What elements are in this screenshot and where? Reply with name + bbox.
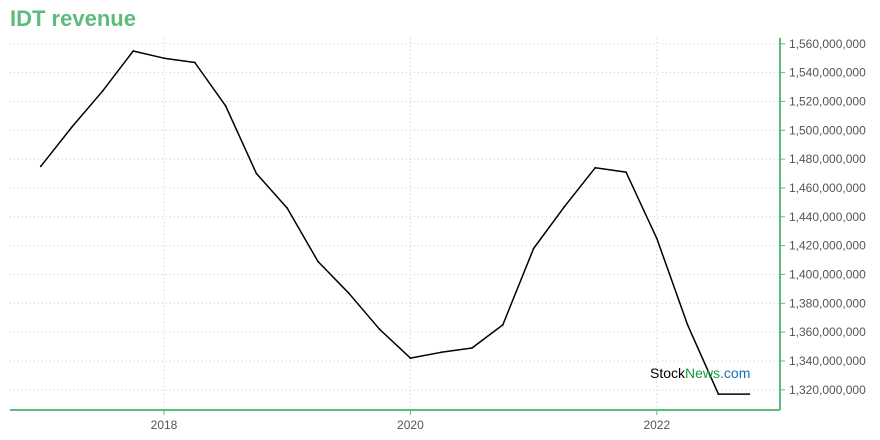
- data-point: [471, 347, 473, 349]
- y-tick-label: 1,420,000,000: [789, 239, 866, 253]
- x-tick-label: 2018: [151, 418, 178, 432]
- data-point: [70, 126, 73, 129]
- data-point: [193, 61, 196, 64]
- data-point: [686, 324, 689, 326]
- y-tick-label: 1,320,000,000: [789, 383, 866, 397]
- data-point: [748, 393, 751, 396]
- data-point: [132, 50, 135, 52]
- watermark-stock-text: Stock: [650, 365, 686, 381]
- data-point: [501, 324, 504, 326]
- y-tick-label: 1,360,000,000: [789, 325, 866, 339]
- data-point: [378, 328, 381, 331]
- stocknews-watermark: StockNews.com: [650, 365, 750, 381]
- data-point: [317, 260, 319, 263]
- data-point: [717, 393, 720, 396]
- data-point: [347, 292, 350, 295]
- data-point: [101, 90, 104, 93]
- y-tick-label: 1,480,000,000: [789, 152, 866, 166]
- y-tick-label: 1,540,000,000: [789, 66, 866, 80]
- data-point: [440, 351, 443, 354]
- y-axis-tick-labels: 1,320,000,000 1,340,000,000 1,360,000,000 1…: [789, 37, 866, 397]
- watermark-news-text: News: [685, 365, 721, 381]
- x-tick-label: 2022: [643, 418, 670, 432]
- axes: [10, 38, 785, 415]
- y-tick-label: 1,460,000,000: [789, 181, 866, 195]
- x-tick-label: 2020: [397, 418, 424, 432]
- y-tick-label: 1,400,000,000: [789, 267, 866, 281]
- y-tick-label: 1,440,000,000: [789, 210, 866, 224]
- data-point: [594, 166, 597, 169]
- data-point: [286, 207, 289, 210]
- data-point: [625, 171, 627, 173]
- data-point: [563, 205, 566, 208]
- chart-title: IDT revenue: [10, 6, 136, 31]
- data-point: [409, 357, 412, 359]
- y-tick-label: 1,340,000,000: [789, 354, 866, 368]
- data-point: [224, 104, 227, 107]
- watermark-com-text: .com: [720, 365, 751, 381]
- y-tick-label: 1,500,000,000: [789, 123, 866, 137]
- y-tick-label: 1,380,000,000: [789, 296, 866, 310]
- data-point: [532, 247, 535, 250]
- data-point: [163, 57, 165, 60]
- revenue-series-line: [40, 50, 750, 395]
- x-axis-tick-labels: 2018 2020 2022: [151, 418, 671, 432]
- data-point: [39, 165, 42, 168]
- series-layer: [39, 50, 751, 396]
- data-point: [255, 172, 258, 175]
- y-tick-label: 1,520,000,000: [789, 94, 866, 108]
- y-tick-label: 1,560,000,000: [789, 37, 866, 51]
- grid-lines: [10, 38, 780, 410]
- data-point: [655, 237, 658, 240]
